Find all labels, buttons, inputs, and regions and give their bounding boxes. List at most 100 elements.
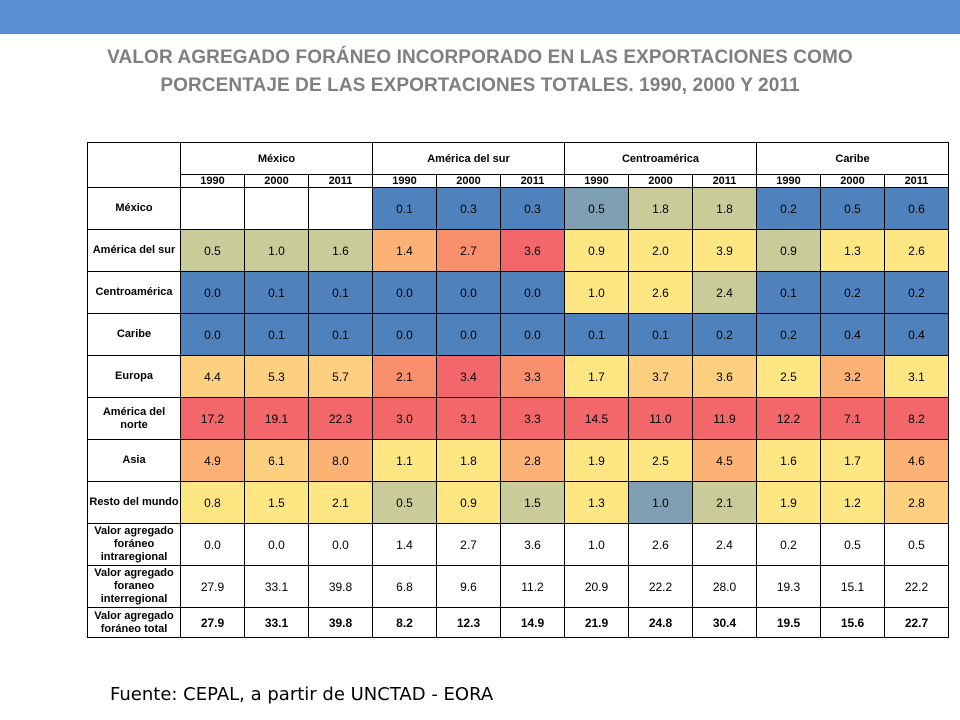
heatmap-cell: 0.1 <box>372 187 437 230</box>
corner-cell <box>87 142 181 188</box>
heatmap-cell: 33.1 <box>244 565 309 608</box>
heatmap-cell: 14.5 <box>564 397 629 440</box>
heatmap-cell: 1.0 <box>564 523 629 566</box>
heatmap-cell: 3.6 <box>692 355 757 398</box>
heatmap-cell: 0.1 <box>244 313 309 356</box>
row-label: Asia <box>87 439 181 482</box>
row-label: Europa <box>87 355 181 398</box>
heatmap-cell: 1.0 <box>244 229 309 272</box>
year-header: 2011 <box>692 174 757 188</box>
table-row: Asia 4.9 6.1 8.0 1.1 1.8 2.8 1.9 2.5 4.5 1.6 1.7 4.6 <box>87 439 949 482</box>
heatmap-cell: 0.6 <box>884 187 949 230</box>
heatmap-cell: 3.7 <box>628 355 693 398</box>
heatmap-cell: 0.2 <box>756 313 821 356</box>
heatmap-cell: 0.4 <box>884 313 949 356</box>
heatmap-cell: 0.2 <box>756 523 821 566</box>
heatmap-cell: 3.1 <box>884 355 949 398</box>
heatmap-cell: 0.0 <box>180 271 245 314</box>
heatmap-cell: 19.1 <box>244 397 309 440</box>
heatmap-cell: 0.8 <box>180 481 245 524</box>
heatmap-cell: 3.6 <box>500 229 565 272</box>
table-row: Europa 4.4 5.3 5.7 2.1 3.4 3.3 1.7 3.7 3.6 2.5 3.2 3… <box>87 355 949 398</box>
heatmap-cell <box>308 187 373 230</box>
heatmap-cell: 2.1 <box>692 481 757 524</box>
heatmap-cell: 1.8 <box>628 187 693 230</box>
heatmap-cell: 3.9 <box>692 229 757 272</box>
year-header: 1990 <box>564 174 629 188</box>
heatmap-cell: 39.8 <box>308 607 373 638</box>
table-row: Valor agregado foráneo total 27.9 33.1 39.8… <box>87 607 949 638</box>
heatmap-cell: 0.1 <box>628 313 693 356</box>
chart-title-line-2: PORCENTAJE DE LAS EXPORTACIONES TOTALES.… <box>160 75 800 96</box>
heatmap-cell: 8.2 <box>372 607 437 638</box>
heatmap-cell: 1.8 <box>436 439 501 482</box>
heatmap-cell: 0.0 <box>436 313 501 356</box>
heatmap-cell: 0.0 <box>308 523 373 566</box>
heatmap-cell: 22.7 <box>884 607 949 638</box>
heatmap-cell: 6.1 <box>244 439 309 482</box>
table-row: Caribe 0.0 0.1 0.1 0.0 0.0 0.0 0.1 0.1 0.2 0.2 0.4 0… <box>87 313 949 356</box>
heatmap-cell: 0.5 <box>180 229 245 272</box>
heatmap-cell: 0.9 <box>564 229 629 272</box>
heatmap-cell: 2.4 <box>692 271 757 314</box>
header-bar <box>0 0 960 34</box>
table-row: América del norte 17.2 19.1 22.3 3.0 3.1 3.3 14… <box>87 397 949 440</box>
heatmap-cell: 1.5 <box>500 481 565 524</box>
heatmap-cell: 12.2 <box>756 397 821 440</box>
heatmap-cell: 12.3 <box>436 607 501 638</box>
heatmap-cell: 1.6 <box>308 229 373 272</box>
heatmap-cell: 0.5 <box>884 523 949 566</box>
heatmap-cell: 1.6 <box>756 439 821 482</box>
heatmap-cell: 1.5 <box>244 481 309 524</box>
heatmap-cell: 27.9 <box>180 607 245 638</box>
heatmap-cell: 15.6 <box>820 607 885 638</box>
heatmap-cell: 4.9 <box>180 439 245 482</box>
heatmap-cell: 19.3 <box>756 565 821 608</box>
chart-title-line-1: VALOR AGREGADO FORÁNEO INCORPORADO EN LA… <box>107 47 853 68</box>
heatmap-cell: 3.6 <box>500 523 565 566</box>
column-group-header: América del sur <box>372 142 565 175</box>
heatmap-cell: 39.8 <box>308 565 373 608</box>
heatmap-cell: 11.2 <box>500 565 565 608</box>
table-row: México 0.1 0.3 0.3 0.5 1.8 1.8 0.2 0.5 0.6 <box>87 187 949 230</box>
heatmap-cell: 2.6 <box>628 271 693 314</box>
heatmap-cell: 0.2 <box>756 187 821 230</box>
heatmap-cell: 1.2 <box>820 481 885 524</box>
table-row: Resto del mundo 0.8 1.5 2.1 0.5 0.9 1.5 1.3 1.0 2… <box>87 481 949 524</box>
heatmap-cell: 2.8 <box>884 481 949 524</box>
heatmap-cell: 0.3 <box>436 187 501 230</box>
heatmap-cell: 1.3 <box>820 229 885 272</box>
heatmap-cell: 1.4 <box>372 229 437 272</box>
heatmap-cell: 7.1 <box>820 397 885 440</box>
heatmap-cell: 2.1 <box>308 481 373 524</box>
heatmap-cell: 0.2 <box>884 271 949 314</box>
heatmap-cell: 5.7 <box>308 355 373 398</box>
table-row: Valor agregado foraneo interregional 27.9… <box>87 565 949 608</box>
heatmap-cell: 0.0 <box>372 313 437 356</box>
heatmap-cell: 0.1 <box>308 313 373 356</box>
heatmap-cell: 0.5 <box>820 187 885 230</box>
heatmap-cell: 19.5 <box>756 607 821 638</box>
year-header: 1990 <box>756 174 821 188</box>
heatmap-cell: 4.5 <box>692 439 757 482</box>
heatmap-cell: 22.2 <box>628 565 693 608</box>
year-header: 2011 <box>308 174 373 188</box>
row-label: Caribe <box>87 313 181 356</box>
heatmap-cell: 27.9 <box>180 565 245 608</box>
heatmap-cell: 3.0 <box>372 397 437 440</box>
heatmap-cell: 0.0 <box>436 271 501 314</box>
table-row: Centroamérica 0.0 0.1 0.1 0.0 0.0 0.0 1.0 2.6 2.4… <box>87 271 949 314</box>
heatmap-cell: 3.1 <box>436 397 501 440</box>
heatmap-cell: 30.4 <box>692 607 757 638</box>
heatmap-cell: 3.3 <box>500 355 565 398</box>
heatmap-cell: 1.1 <box>372 439 437 482</box>
heatmap-cell: 0.3 <box>500 187 565 230</box>
heatmap-cell: 0.5 <box>564 187 629 230</box>
heatmap-cell: 3.2 <box>820 355 885 398</box>
year-header: 1990 <box>180 174 245 188</box>
heatmap-cell: 0.4 <box>820 313 885 356</box>
heatmap-cell: 8.2 <box>884 397 949 440</box>
row-label: América del norte <box>87 397 181 440</box>
heatmap-cell: 3.4 <box>436 355 501 398</box>
heatmap-cell: 21.9 <box>564 607 629 638</box>
